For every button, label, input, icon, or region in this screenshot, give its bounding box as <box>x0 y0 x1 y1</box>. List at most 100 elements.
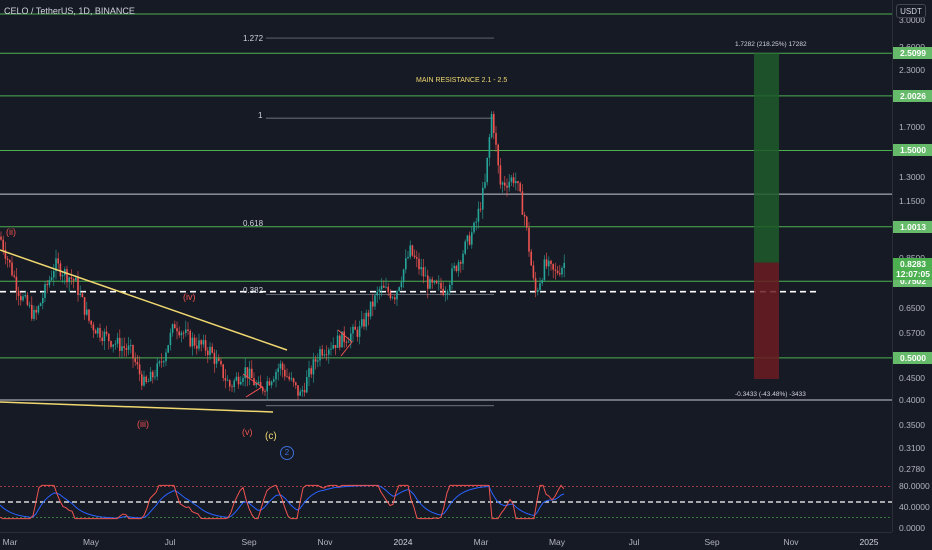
candle-body <box>499 165 502 185</box>
candle-body <box>163 361 165 363</box>
candle-body <box>391 297 394 299</box>
candle-body <box>394 297 396 300</box>
candle-body <box>462 253 464 264</box>
candle-body <box>226 380 229 382</box>
candle-body <box>286 376 288 378</box>
candle-body <box>215 358 218 364</box>
candle-body <box>314 359 317 362</box>
candle-body <box>306 377 308 393</box>
candle-body <box>482 187 484 210</box>
price-tick: 0.4500 <box>899 372 925 383</box>
candle-body <box>147 381 150 383</box>
candle-body <box>435 280 438 284</box>
candle-body <box>534 278 537 292</box>
candle-body <box>262 387 264 392</box>
time-tick: Sep <box>704 537 720 547</box>
candle-body <box>510 177 513 182</box>
candle-body <box>319 349 321 361</box>
candle-body <box>240 381 242 385</box>
candle-body <box>519 183 521 192</box>
candle-body <box>112 344 114 347</box>
candle-body <box>191 337 194 347</box>
time-axis[interactable]: Mar May Jul Sep Nov 2024 Mar May Jul Sep Nov 2025 <box>0 532 892 550</box>
candle-body <box>336 335 339 348</box>
target-box <box>754 53 779 263</box>
currency-selector[interactable]: USDT <box>896 4 926 18</box>
candle-body <box>407 256 409 259</box>
candle-body <box>116 337 119 344</box>
price-axis[interactable]: 3.00002.60002.30001.70001.30001.15000.85… <box>892 0 932 533</box>
current-price-badge: 0.8283 12:07:05 <box>893 257 932 280</box>
candle-body <box>145 376 147 383</box>
fib-1272-label: 1.272 <box>243 34 264 43</box>
triangle-pattern <box>337 329 353 357</box>
candle-body <box>550 260 552 264</box>
time-tick: 2024 <box>393 537 413 547</box>
candle-body <box>493 114 495 134</box>
candle-body <box>431 279 433 283</box>
candle-body <box>171 324 174 333</box>
time-tick: 2025 <box>859 537 879 547</box>
candle-body <box>361 319 363 327</box>
candle-body <box>341 331 343 348</box>
candle-body <box>39 303 42 306</box>
candle-body <box>378 289 381 292</box>
candle-body <box>389 292 392 299</box>
candle-body <box>440 282 442 289</box>
candle-body <box>207 350 209 356</box>
candle-body <box>180 332 183 336</box>
fib-1-label: 1 <box>258 111 263 120</box>
candle-body <box>86 309 88 315</box>
candle-body <box>455 265 458 271</box>
candle-body <box>365 312 367 327</box>
candle-body <box>413 255 416 258</box>
candle-body <box>409 245 411 257</box>
candle-body <box>332 345 334 349</box>
candle-body <box>143 376 145 386</box>
candle-body <box>31 304 33 319</box>
candle-body <box>22 296 24 301</box>
candle-body <box>88 309 90 321</box>
candle-body <box>330 348 332 350</box>
price-tick: 0.3500 <box>899 420 925 431</box>
candle-body <box>548 260 550 267</box>
candle-body <box>405 258 407 270</box>
rsi-line <box>0 484 565 520</box>
candle-body <box>420 267 422 270</box>
candle-body <box>61 275 64 277</box>
wave-2-label: 2 <box>280 446 294 460</box>
candle-body <box>398 287 400 292</box>
time-tick: Jul <box>164 537 176 547</box>
candle-body <box>35 310 37 313</box>
candle-body <box>457 262 460 271</box>
candle-body <box>453 265 455 269</box>
stop-box <box>754 262 779 380</box>
rsi-tick: 0.0000 <box>899 523 925 533</box>
candle-body <box>59 263 62 277</box>
candle-body <box>105 331 108 334</box>
price-chart[interactable] <box>0 0 892 532</box>
candle-body <box>464 241 466 254</box>
candle-body <box>521 191 524 215</box>
fib-0618-label: 0.618 <box>243 219 264 228</box>
rsi-tick: 40.0000 <box>899 502 930 513</box>
candle-body <box>101 337 103 342</box>
wave-c-label: (c) <box>265 431 277 442</box>
time-tick: Sep <box>241 537 257 547</box>
candle-body <box>193 337 196 346</box>
time-tick: Jul <box>628 537 640 547</box>
candle-body <box>167 345 169 353</box>
candle-body <box>42 297 44 304</box>
trendline-upper <box>0 249 288 351</box>
candle-body <box>224 378 227 381</box>
candle-body <box>169 332 172 346</box>
price-tick: 0.6500 <box>899 303 925 314</box>
candle-body <box>114 343 117 345</box>
candle-body <box>160 361 163 363</box>
rsi-tick: 80.0000 <box>899 481 930 492</box>
candle-body <box>77 277 79 296</box>
wave-ii-label: (ii) <box>6 227 16 237</box>
candle-body <box>343 331 345 342</box>
price-tick: 0.2780 <box>899 463 925 474</box>
